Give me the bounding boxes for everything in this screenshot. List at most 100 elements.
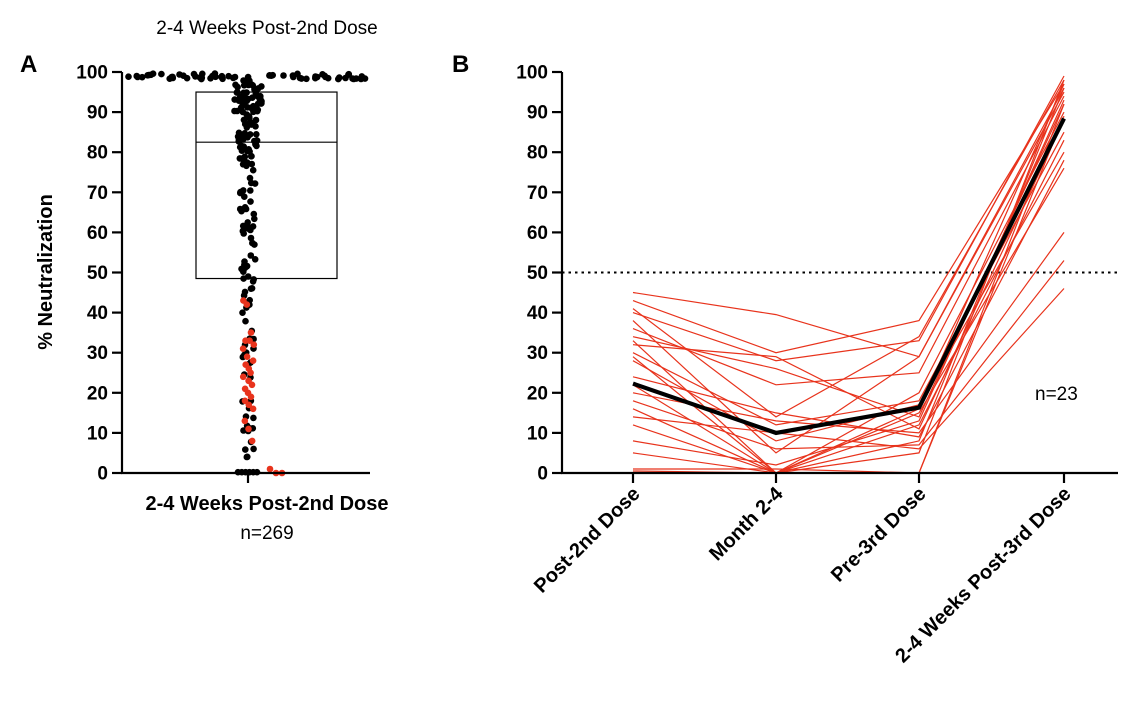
panel-a-point xyxy=(247,198,254,205)
panel-b-individual-line xyxy=(632,288,1065,450)
panel-a-point xyxy=(183,74,191,82)
panel-a-point-red xyxy=(250,341,258,349)
panel-a-point-red xyxy=(241,417,249,425)
panel-a-point xyxy=(190,70,198,78)
panel-b-individual-line xyxy=(632,151,1065,442)
panel-a-point xyxy=(253,142,260,150)
panel-b-x-tick-label: Month 2-4 xyxy=(705,482,788,565)
panel-a-y-tick-label: 70 xyxy=(87,183,108,204)
panel-a-point xyxy=(244,453,251,461)
panel-b-y-tick-label: 60 xyxy=(527,223,548,244)
panel-a-point xyxy=(258,83,265,90)
panel-b-individual-line xyxy=(632,83,1065,474)
panel-b-y-tick-label: 0 xyxy=(537,464,548,485)
panel-b-y-tick-label: 50 xyxy=(527,263,548,284)
panel-a-point xyxy=(240,230,247,237)
panel-b: B 0 10 20 30 40 50 60 70 80 90 100 Post-2nd Dose Mo… xyxy=(452,51,1118,667)
panel-a: A 0 10 20 30 40 50 60 70 80 90 100 % Neutralizatio… xyxy=(20,51,389,544)
panel-a-point xyxy=(258,97,265,105)
panel-b-y-tick-label: 30 xyxy=(527,343,548,364)
panel-a-point xyxy=(240,77,247,84)
panel-a-n-label: n=269 xyxy=(240,523,293,544)
panel-a-point-red xyxy=(248,437,256,445)
panel-a-point xyxy=(247,187,254,194)
panel-a-point xyxy=(229,74,237,82)
panel-b-individual-line xyxy=(632,87,1065,454)
panel-a-point xyxy=(240,427,247,434)
panel-a-point xyxy=(290,73,297,81)
panel-a-point xyxy=(247,234,255,242)
panel-a-y-ticks: 0 10 20 30 40 50 60 70 80 90 100 xyxy=(76,63,122,485)
panel-b-individual-line xyxy=(632,87,1065,474)
panel-a-point xyxy=(238,147,246,154)
panel-a-point xyxy=(250,414,257,422)
panel-a-point xyxy=(280,72,287,79)
panel-b-mean-line xyxy=(632,117,1066,436)
panel-a-point xyxy=(169,74,177,82)
panel-a-y-tick-label: 80 xyxy=(87,143,108,164)
panel-a-point-red xyxy=(239,345,247,353)
panel-a-y-tick-label: 0 xyxy=(97,464,108,485)
panel-a-point xyxy=(253,137,261,144)
panel-a-y-tick-label: 20 xyxy=(87,383,108,404)
panel-a-point xyxy=(243,111,250,118)
panel-a-point xyxy=(212,73,219,81)
panel-b-y-tick-label: 10 xyxy=(527,423,548,444)
panel-a-point xyxy=(248,285,256,292)
panel-a-point xyxy=(242,205,250,213)
panel-b-individual-line xyxy=(632,232,1065,434)
panel-a-y-tick-label: 100 xyxy=(76,63,108,84)
panel-b-y-tick-label: 40 xyxy=(527,303,548,324)
panel-a-point xyxy=(125,73,132,80)
panel-a-point xyxy=(246,174,254,182)
panel-a-point-red xyxy=(247,369,254,377)
panel-a-point-red xyxy=(249,405,257,413)
panel-b-x-tick-label: 2-4 Weeks Post-3rd Dose xyxy=(891,483,1075,667)
panel-a-box xyxy=(195,91,338,280)
panel-b-individual-line xyxy=(632,119,1065,430)
panel-a-point xyxy=(321,72,329,80)
panel-a-y-tick-label: 40 xyxy=(87,303,108,324)
panel-b-n-label: n=23 xyxy=(1035,384,1078,405)
panel-a-point xyxy=(245,81,252,89)
figure-top-title: 2-4 Weeks Post-2nd Dose xyxy=(156,18,377,39)
panel-b-individual-line xyxy=(632,83,1065,354)
panel-a-point xyxy=(242,446,249,453)
panel-a-point-red xyxy=(243,353,251,361)
panel-b-individual-line xyxy=(632,91,1065,358)
panel-a-point xyxy=(233,107,241,115)
panel-a-point xyxy=(241,288,249,296)
panel-a-point xyxy=(207,75,214,82)
panel-a-letter: A xyxy=(20,51,37,78)
panel-b-y-tick-label: 100 xyxy=(516,63,548,84)
panel-b-individual-line xyxy=(632,159,1065,438)
panel-b-y-ticks: 0 10 20 30 40 50 60 70 80 90 100 xyxy=(516,63,562,485)
panel-b-individual-line xyxy=(632,139,1065,474)
panel-a-point-red xyxy=(245,425,252,433)
panel-a-point-red xyxy=(249,357,257,365)
panel-a-point xyxy=(247,153,255,160)
panel-a-y-axis-label: % Neutralization xyxy=(35,194,57,350)
panel-a-point xyxy=(244,147,251,155)
panel-a-point xyxy=(248,160,256,168)
panel-a-point xyxy=(218,72,226,80)
panel-a-point-red xyxy=(245,401,253,409)
panel-a-point xyxy=(198,75,205,83)
panel-a-point-red xyxy=(246,337,253,345)
panel-a-point xyxy=(244,95,252,103)
panel-b-x-tick-label: Pre-3rd Dose xyxy=(827,483,931,587)
panel-a-point xyxy=(336,74,343,81)
panel-a-point xyxy=(235,135,243,143)
panel-a-point xyxy=(133,72,140,80)
panel-b-individual-lines xyxy=(632,75,1065,474)
panel-a-y-tick-label: 50 xyxy=(87,263,108,284)
panel-a-point xyxy=(145,71,153,79)
panel-a-point-red xyxy=(266,465,274,473)
panel-b-individual-line xyxy=(632,75,1065,362)
panel-a-point xyxy=(249,166,257,174)
panel-a-point xyxy=(237,93,244,100)
panel-a-point-red xyxy=(247,393,255,401)
panel-a-point xyxy=(199,70,206,78)
